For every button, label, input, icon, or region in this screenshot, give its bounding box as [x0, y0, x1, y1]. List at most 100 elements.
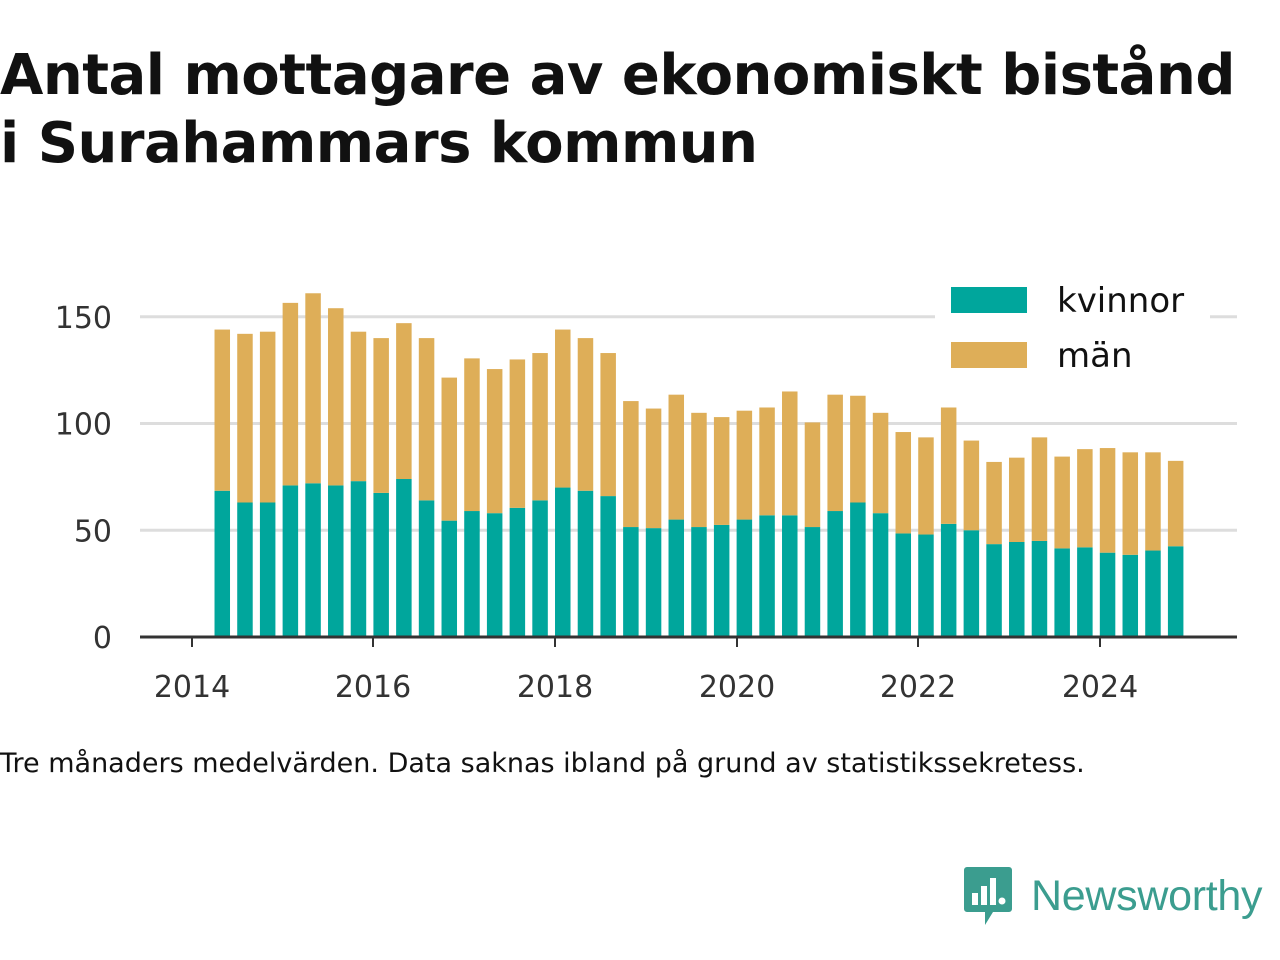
bar-man	[1009, 457, 1025, 542]
bar-man	[600, 353, 616, 497]
bar-man	[464, 358, 480, 512]
x-tick-label: 2016	[335, 670, 411, 705]
bar-kvinnor	[396, 479, 412, 637]
bar-man	[668, 394, 685, 520]
bar-man	[691, 412, 707, 528]
bar-man	[1167, 460, 1184, 547]
bar-kvinnor	[918, 534, 934, 637]
bar-kvinnor	[577, 490, 594, 637]
bar-man	[486, 369, 503, 514]
bar-man	[827, 394, 843, 512]
bar-man	[350, 331, 367, 482]
bar-kvinnor	[259, 502, 276, 637]
bar-man	[441, 377, 458, 521]
bar-series	[214, 293, 1184, 637]
x-tick-label: 2018	[517, 670, 593, 705]
bar-man	[237, 333, 253, 503]
bar-man	[1099, 448, 1116, 553]
x-tick-label: 2020	[699, 670, 775, 705]
bar-kvinnor	[532, 500, 548, 637]
bar-man	[782, 391, 798, 516]
y-tick-label: 150	[55, 301, 112, 336]
bar-kvinnor	[214, 490, 231, 637]
x-tick-label: 2014	[154, 670, 230, 705]
bar-kvinnor	[1099, 552, 1116, 637]
y-tick-label: 0	[93, 621, 112, 656]
bar-kvinnor	[555, 487, 571, 637]
bar-kvinnor	[350, 481, 367, 637]
bar-man	[623, 401, 639, 528]
bar-man	[577, 338, 594, 491]
bar-kvinnor	[736, 519, 753, 637]
x-tick-label: 2024	[1062, 670, 1138, 705]
bar-kvinnor	[1009, 541, 1025, 637]
bar-kvinnor	[237, 502, 253, 637]
bar-kvinnor	[373, 492, 389, 637]
bar-man	[895, 432, 912, 534]
bar-kvinnor	[1167, 546, 1184, 637]
bar-kvinnor	[940, 523, 957, 637]
bar-man	[214, 329, 231, 491]
bar-kvinnor	[645, 528, 662, 637]
legend-swatch	[951, 287, 1027, 313]
bar-kvinnor	[328, 485, 344, 637]
newsworthy-logo-icon	[964, 867, 1012, 925]
bar-kvinnor	[509, 507, 526, 637]
bar-man	[918, 437, 934, 535]
bar-kvinnor	[782, 515, 798, 637]
bar-man	[305, 293, 321, 484]
legend-label: kvinnor	[1057, 281, 1184, 321]
brand-logo[interactable]: Newsworthy	[963, 864, 1262, 928]
bar-kvinnor	[759, 515, 775, 637]
stacked-bar-chart: 0 50 100 150 2014 2016 2018 2020 2022 2024 kvinno…	[54, 278, 1237, 705]
bar-kvinnor	[713, 524, 730, 637]
bar-man	[736, 410, 753, 520]
bar-kvinnor	[1145, 550, 1161, 637]
bar-kvinnor	[464, 511, 480, 637]
bar-man	[418, 338, 435, 501]
bar-man	[555, 329, 571, 488]
chart-title: Antal mottagare av ekonomiskt bistånd i …	[0, 42, 1280, 178]
bar-man	[1077, 449, 1093, 548]
bar-man	[328, 308, 344, 486]
bar-man	[1122, 452, 1139, 555]
brand-name: Newsworthy	[1031, 871, 1263, 920]
bar-man	[872, 412, 889, 514]
bar-kvinnor	[600, 496, 616, 637]
bar-kvinnor	[623, 527, 639, 637]
bar-kvinnor	[305, 483, 321, 637]
bar-kvinnor	[418, 500, 435, 637]
bar-kvinnor	[963, 530, 980, 637]
bar-kvinnor	[486, 513, 503, 637]
axes: 0 50 100 150 2014 2016 2018 2020 2022 2024	[55, 301, 1237, 705]
bar-man	[1145, 452, 1161, 551]
x-tick-label: 2022	[880, 670, 956, 705]
bar-man	[986, 461, 1002, 545]
bar-kvinnor	[1122, 554, 1139, 637]
bar-man	[373, 338, 389, 493]
legend: kvinnor män	[935, 278, 1210, 378]
bar-man	[509, 359, 526, 508]
bar-kvinnor	[827, 511, 843, 637]
bar-kvinnor	[691, 527, 707, 637]
footnote: Tre månaders medelvärden. Data saknas ib…	[0, 748, 1085, 779]
bar-kvinnor	[986, 544, 1002, 637]
bar-kvinnor	[804, 527, 821, 637]
bar-man	[940, 407, 957, 524]
bar-man	[963, 440, 980, 531]
chart-title-line-1: Antal mottagare av ekonomiskt bistånd	[0, 43, 1235, 108]
bar-man	[396, 323, 412, 480]
bar-kvinnor	[1077, 547, 1093, 637]
bar-man	[532, 353, 548, 501]
y-tick-label: 100	[55, 408, 112, 443]
bar-man	[1054, 456, 1070, 549]
bar-kvinnor	[1054, 548, 1070, 637]
bar-man	[282, 302, 299, 486]
bar-man	[1031, 437, 1048, 541]
chart-title-line-2: i Surahammars kommun	[0, 111, 758, 176]
bar-kvinnor	[1031, 540, 1048, 637]
bar-man	[645, 408, 662, 529]
bar-man	[804, 422, 821, 528]
bar-kvinnor	[441, 520, 458, 637]
bar-man	[759, 407, 775, 516]
